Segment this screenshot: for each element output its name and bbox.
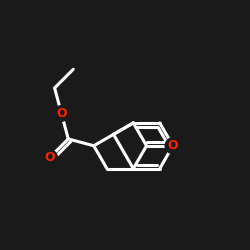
Circle shape — [165, 138, 181, 154]
Circle shape — [42, 150, 58, 166]
Text: O: O — [44, 151, 55, 164]
Text: O: O — [168, 139, 178, 152]
Circle shape — [54, 106, 69, 121]
Text: O: O — [56, 107, 67, 120]
